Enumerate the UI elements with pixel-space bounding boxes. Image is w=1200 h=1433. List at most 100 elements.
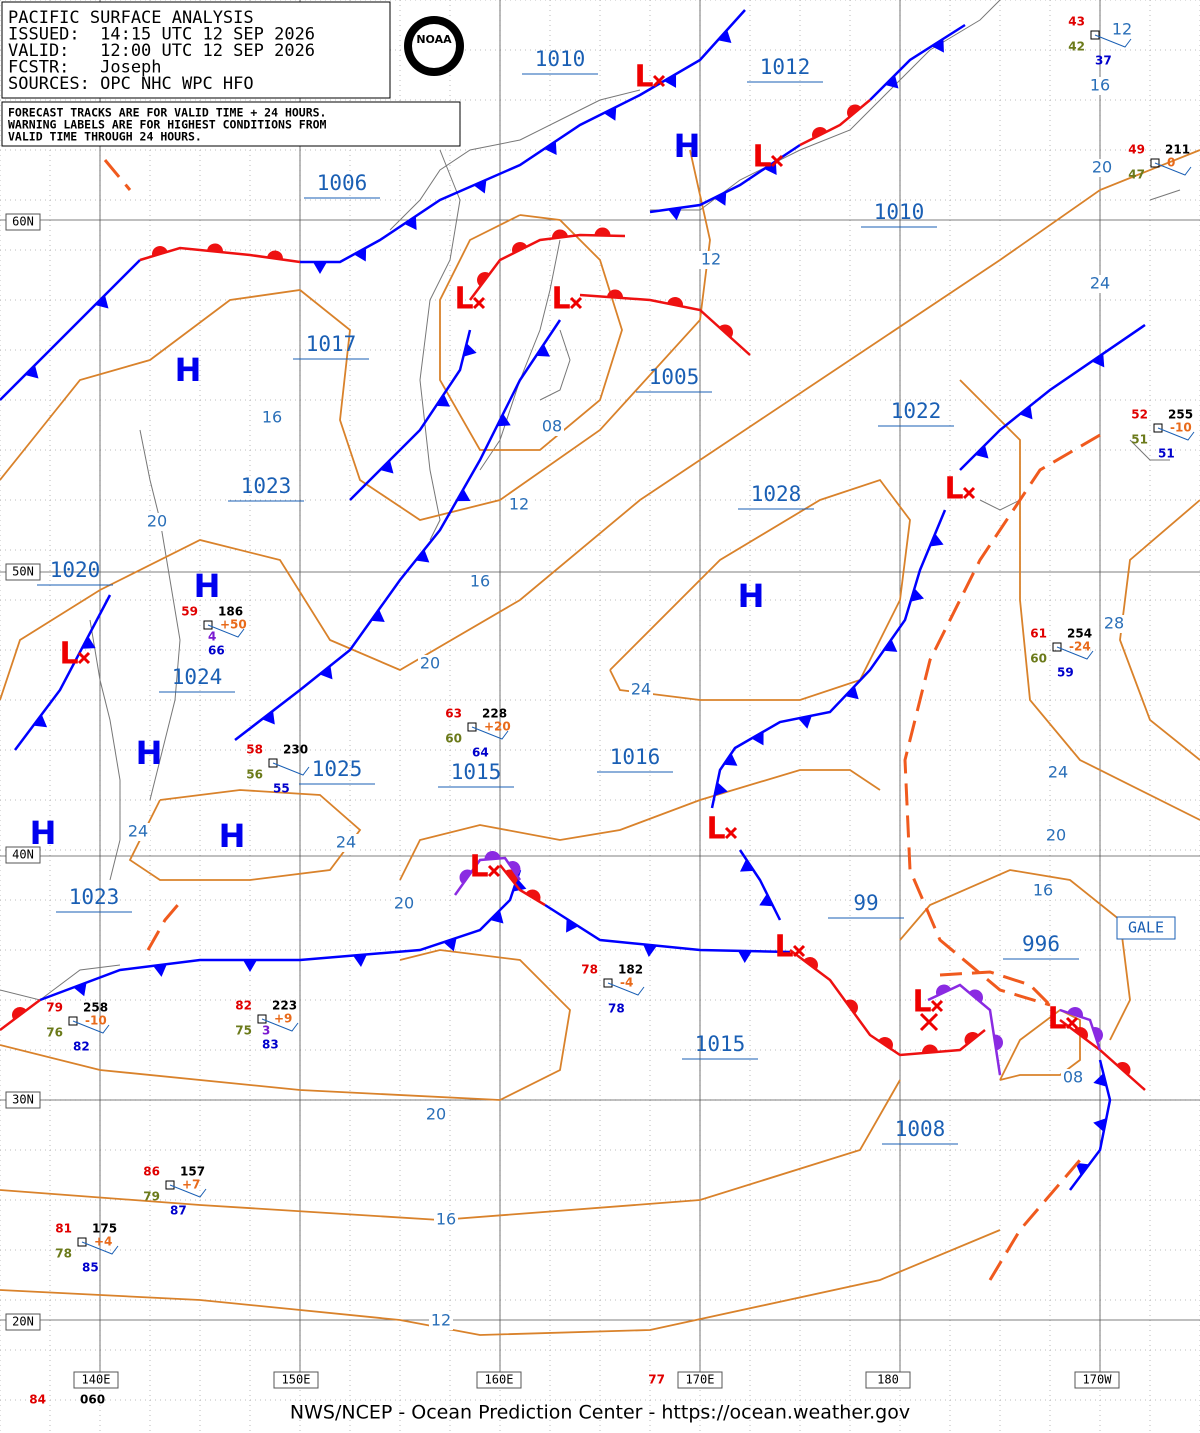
contour-label: 20 [426,1105,446,1124]
wind-barb [169,1184,207,1198]
contour-label-bg [1110,21,1134,39]
station-pressure: 211 [1165,143,1190,157]
station-pressure: 186 [218,605,243,619]
pressure-label: 1022 [891,399,942,423]
lat-label: 40N [12,848,34,862]
contour-label: 12 [509,495,529,514]
contour-label: 24 [1048,763,1068,782]
low-center: L [912,985,931,1020]
lon-label: 160E [485,1373,514,1387]
low-x [472,296,486,310]
contour-label-bg [1102,615,1126,633]
contour-label-bg [1046,764,1070,782]
pressure-label: 1008 [895,1117,946,1141]
low-center: L [59,637,78,672]
front-triangle [95,295,109,309]
pressure-label: 1020 [50,558,101,582]
wind-barb [81,1241,119,1255]
station-marker [1090,30,1100,40]
contour-label-bg [1088,275,1112,293]
wind-barb [607,982,645,996]
contour-label-bg [145,513,169,531]
station-dew: 78 [55,1247,72,1261]
station-vis: 4 [208,630,216,644]
front-triangle [717,29,732,44]
station-dew: 47 [1128,168,1145,182]
front-triangle [463,343,477,357]
isobar [609,478,911,701]
station-air: 49 [1128,143,1145,157]
low-x [652,74,666,88]
front-triangle [353,954,367,967]
pressure-label: 99 [853,891,878,915]
front-triangle [1093,1118,1107,1132]
front-semicircle [803,957,818,970]
station-sea: 66 [208,644,225,658]
station-pressure: 254 [1067,627,1092,641]
pressure-label: 1024 [172,665,223,689]
pressure-label: 1015 [695,1032,746,1056]
isobar [959,379,1200,821]
station-air: 78 [581,963,598,977]
station-tendency: +7 [182,1178,200,1192]
contour-label-bg [1044,827,1068,845]
front-triangle [370,609,385,622]
station-pressure: 157 [180,1165,205,1179]
station-air: 82 [235,999,252,1013]
station-air: 59 [181,605,198,619]
low-center: L [1047,1002,1066,1037]
front-triangle [713,191,727,206]
front-triangle [353,247,367,262]
low-x [1065,1016,1079,1030]
header-line: VALID: 12:00 UTC 12 SEP 2026 [8,41,315,61]
front-triangle [740,859,754,872]
low-x [487,864,501,878]
front-triangle [751,731,764,746]
isobar [0,149,1200,701]
contour-label-bg [392,895,416,913]
coastline [139,429,181,801]
lat-label: 20N [12,1315,34,1329]
high-center: H [136,734,163,772]
coastlines [0,0,1181,1001]
front-semicircle [1092,1027,1103,1043]
header-line: PACIFIC SURFACE ANALYSIS [8,8,254,28]
front-triangle [663,73,677,88]
fronts [0,9,1146,1281]
lat-box [5,846,41,864]
station-air: 58 [246,743,263,757]
wind-barb [261,1018,299,1032]
pressure-label: 1028 [751,482,802,506]
front-triangle [544,141,557,155]
labels: 1010 1012 1006 1010 1017 1005 1022 1023 1028 1020… [5,15,1195,1407]
lon-box [476,1371,522,1389]
low-x [724,826,738,840]
note-line: FORECAST TRACKS ARE FOR VALID TIME + 24 … [8,106,327,120]
low-center: L [551,282,570,317]
wind-barb [72,1020,110,1034]
lon-label: 150E [282,1373,311,1387]
station-dew: 75 [235,1024,252,1038]
front-semicircle [667,297,683,307]
station-air: 77 [648,1373,665,1387]
front-triangle [443,937,457,952]
low-x [770,154,784,168]
station-pressure: 258 [83,1001,108,1015]
station-dew: 42 [1068,40,1085,54]
pressure-label: 1006 [317,171,368,195]
lon-box [1074,1371,1120,1389]
station-marker [165,1180,175,1190]
station-marker [1153,423,1163,433]
isobars [0,149,1200,1336]
station-air: 63 [445,707,462,721]
station-sea: 51 [1158,447,1175,461]
warning-box [1116,916,1176,940]
front-semicircle [878,1037,893,1050]
contour-label-bg [334,834,358,852]
lon-box [73,1371,119,1389]
cold-front [738,849,782,921]
station-dew: 56 [246,768,263,782]
coastline [979,499,1021,511]
station-marker [203,620,213,630]
